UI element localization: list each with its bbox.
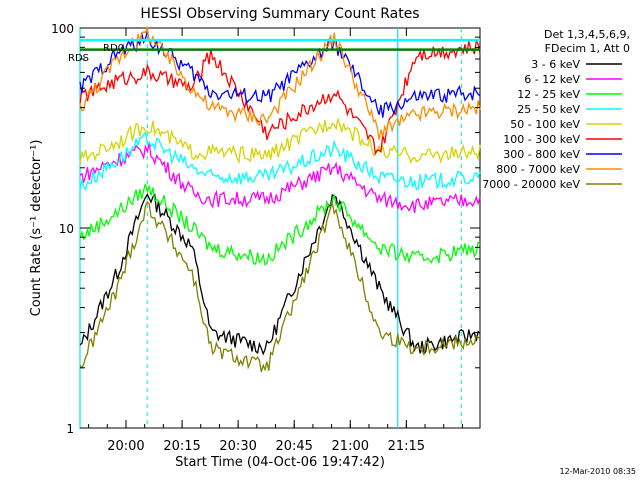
x-tick-label-2: 20:30 <box>219 439 256 454</box>
legend-entry-label: 300 - 800 keV <box>503 148 580 161</box>
x-tick-label-5: 21:15 <box>388 439 425 454</box>
series-line-7 <box>79 25 481 140</box>
legend-header-line-2: FDecim 1, Att 0 <box>545 42 630 55</box>
legend-entry-label: 800 - 7000 keV <box>496 163 580 176</box>
x-tick-label-1: 20:15 <box>163 439 200 454</box>
series-layer <box>79 25 481 372</box>
series-line-8 <box>79 200 481 372</box>
y-tick-label-0: 1 <box>66 422 74 436</box>
legend-entry-label: 3 - 6 keV <box>531 58 580 71</box>
series-line-5 <box>79 38 481 156</box>
legend: Det 1,3,4,5,6,9, FDecim 1, Att 0 3 - 6 k… <box>482 28 630 191</box>
legend-entry-label: 12 - 25 keV <box>517 88 580 101</box>
y-tick-label-1: 10 <box>59 222 74 236</box>
y-axis-label: Count Rate (s⁻¹ detector⁻¹) <box>29 140 44 317</box>
x-tick-label-4: 21:00 <box>332 439 369 454</box>
legend-entry-label: 6 - 12 keV <box>524 73 580 86</box>
series-line-1 <box>79 142 481 214</box>
legend-entry-label: 100 - 300 keV <box>503 133 580 146</box>
series-line-3 <box>79 131 481 192</box>
chart-title: HESSI Observing Summary Count Rates <box>140 6 419 22</box>
rds-label: RDS <box>68 53 89 64</box>
x-tick-label-3: 20:45 <box>275 439 312 454</box>
legend-entry-label: 50 - 100 keV <box>510 118 580 131</box>
series-line-6 <box>79 31 481 118</box>
y-tick-label-2: 100 <box>51 22 74 36</box>
flag-lines <box>80 38 480 51</box>
legend-entry-label: 7000 - 20000 keV <box>482 178 580 191</box>
series-line-2 <box>79 183 481 266</box>
legend-entry-label: 25 - 50 keV <box>517 103 580 116</box>
series-line-4 <box>79 118 481 165</box>
x-axis-label: Start Time (04-Oct-06 19:47:42) <box>175 455 385 470</box>
legend-header-line-1: Det 1,3,4,5,6,9, <box>544 28 630 41</box>
x-tick-label-0: 20:00 <box>107 439 144 454</box>
rd0-label: RD0 <box>103 43 124 54</box>
series-line-0 <box>79 193 481 356</box>
axes: 20:00 20:15 20:30 20:45 21:00 21:15 1 10 100 <box>51 22 480 454</box>
footer-date: 12-Mar-2010 08:35 <box>560 467 637 476</box>
